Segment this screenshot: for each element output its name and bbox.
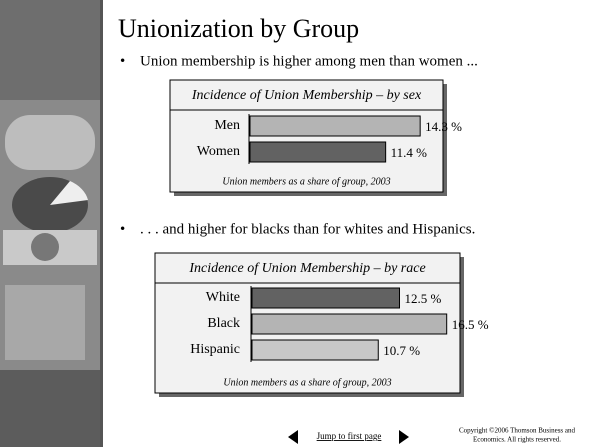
footer: Jump to first page Copyright ©2006 Thoms…: [288, 427, 576, 444]
category-label: Hispanic: [190, 342, 240, 357]
chart-note: Union members as a share of group, 2003: [223, 377, 391, 388]
bullet-mark: •: [120, 221, 125, 237]
next-arrow[interactable]: [399, 430, 409, 444]
jump-link[interactable]: Jump to first page: [317, 431, 382, 441]
value-label: 10.7 %: [383, 343, 420, 358]
chart-title: Incidence of Union Membership – by race: [188, 261, 425, 276]
copyright: Copyright ©2006 Thomson Business and: [459, 427, 576, 435]
bullet-mark: •: [120, 53, 125, 69]
value-label: 11.4 %: [391, 145, 428, 160]
bar: [251, 313, 448, 335]
prev-arrow[interactable]: [288, 430, 298, 444]
value-label: 14.3 %: [425, 119, 462, 134]
bar: [251, 287, 400, 309]
category-label: Women: [197, 144, 240, 159]
side-collage: [0, 0, 103, 447]
value-label: 16.5 %: [452, 317, 489, 332]
value-label: 12.5 %: [405, 291, 442, 306]
bar: [249, 141, 387, 163]
bar: [249, 115, 421, 137]
bullet-text: . . . and higher for blacks than for whi…: [140, 221, 475, 237]
copyright: Economics. All rights reserved.: [473, 436, 561, 444]
category-label: Black: [207, 316, 240, 331]
chart-note: Union members as a share of group, 2003: [222, 176, 390, 187]
bar: [251, 339, 379, 361]
category-label: White: [206, 290, 240, 305]
slide-title: Unionization by Group: [118, 14, 359, 43]
category-label: Men: [214, 118, 240, 133]
chart-title: Incidence of Union Membership – by sex: [191, 88, 422, 103]
bullet-text: Union membership is higher among men tha…: [140, 53, 478, 69]
